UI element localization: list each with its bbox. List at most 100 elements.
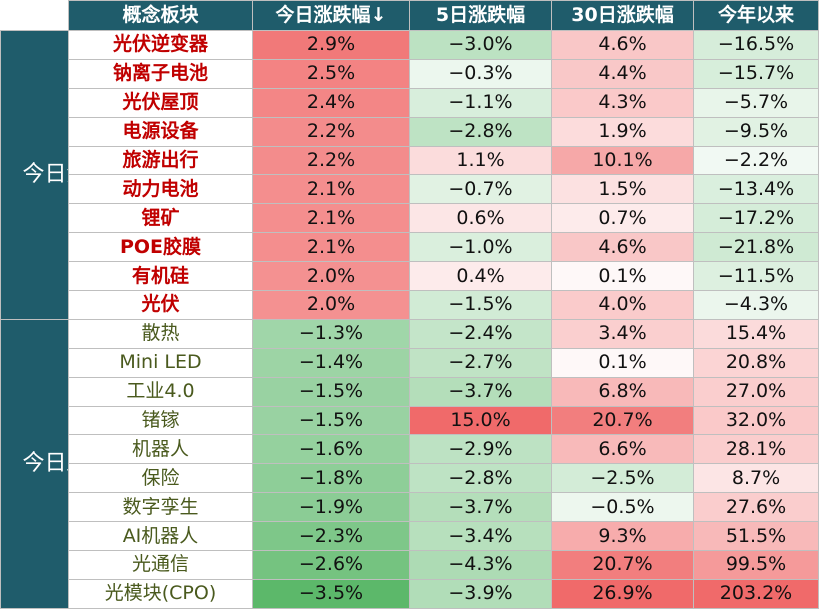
- heatmap-body: 今日涨幅前十光伏逆变器2.9%−3.0%4.6%−16.5%钠离子电池2.5%−…: [0, 30, 819, 609]
- table-row: 光伏屋顶 2.4% −1.1% 4.3% −5.7%: [1, 87, 819, 118]
- table-row: 光模块(CPO) −3.5% −3.9% 26.9% 203.2%: [1, 578, 819, 609]
- value-cell-today: 2.1%: [252, 174, 410, 205]
- value-cell-today: 2.2%: [252, 116, 410, 147]
- table-row: AI机器人 −2.3% −3.4% 9.3% 51.5%: [1, 521, 819, 552]
- value-cell-ytd: −17.2%: [693, 203, 819, 234]
- value-cell-30day: 3.4%: [551, 318, 694, 349]
- value-cell-5day: −0.3%: [409, 58, 552, 89]
- value-cell-ytd: −16.5%: [693, 30, 819, 60]
- sector-name: 电源设备: [68, 116, 253, 147]
- value-cell-ytd: −2.2%: [693, 145, 819, 176]
- table-row: 电源设备 2.2% −2.8% 1.9% −9.5%: [1, 116, 819, 147]
- sector-name: 光伏屋顶: [68, 87, 253, 118]
- value-cell-5day: −2.9%: [409, 434, 552, 465]
- value-cell-30day: 6.8%: [551, 376, 694, 407]
- table-row: 动力电池 2.1% −0.7% 1.5% −13.4%: [1, 174, 819, 205]
- sector-name: 数字孪生: [68, 492, 253, 523]
- value-cell-today: −1.5%: [252, 376, 410, 407]
- value-cell-ytd: 99.5%: [693, 550, 819, 580]
- value-cell-ytd: −4.3%: [693, 290, 819, 320]
- value-cell-30day: 9.3%: [551, 521, 694, 552]
- value-cell-today: −1.8%: [252, 463, 410, 494]
- value-cell-30day: 10.1%: [551, 145, 694, 176]
- sector-name: 锗镓: [68, 405, 253, 436]
- value-cell-ytd: −5.7%: [693, 87, 819, 118]
- table-row: 光通信 −2.6% −4.3% 20.7% 99.5%: [1, 550, 819, 580]
- value-cell-5day: 0.6%: [409, 203, 552, 234]
- value-cell-ytd: 27.0%: [693, 376, 819, 407]
- table-row: 今日涨幅前十光伏逆变器2.9%−3.0%4.6%−16.5%: [0, 30, 819, 320]
- value-cell-5day: 0.4%: [409, 261, 552, 292]
- table-row: 数字孪生 −1.9% −3.7% −0.5% 27.6%: [1, 492, 819, 523]
- value-cell-today: 2.5%: [252, 58, 410, 89]
- value-cell-30day: −0.5%: [551, 492, 694, 523]
- sector-name: 钠离子电池: [68, 58, 253, 89]
- value-cell-ytd: −11.5%: [693, 261, 819, 292]
- value-cell-30day: 4.6%: [551, 232, 694, 263]
- value-cell-today: 2.0%: [252, 290, 410, 320]
- table-row: 保险 −1.8% −2.8% −2.5% 8.7%: [1, 463, 819, 494]
- column-header-5day: 5日涨跌幅: [409, 0, 552, 31]
- value-cell-ytd: −9.5%: [693, 116, 819, 147]
- value-cell-30day: 1.5%: [551, 174, 694, 205]
- sector-name: 工业4.0: [68, 376, 253, 407]
- column-header-today: 今日涨跌幅↓: [252, 0, 410, 31]
- value-cell-today: 2.1%: [252, 203, 410, 234]
- value-cell-5day: −1.0%: [409, 232, 552, 263]
- value-cell-5day: −3.7%: [409, 376, 552, 407]
- group-label: 今日涨幅前十: [0, 30, 69, 320]
- sector-name: POE胶膜: [68, 232, 253, 263]
- sector-name: 光伏逆变器: [68, 30, 253, 60]
- column-header-ytd: 今年以来: [693, 0, 819, 31]
- corner-cell: [0, 0, 69, 31]
- value-cell-5day: −2.8%: [409, 116, 552, 147]
- value-cell-today: 2.4%: [252, 87, 410, 118]
- value-cell-5day: −3.0%: [409, 30, 552, 60]
- value-cell-ytd: 20.8%: [693, 347, 819, 378]
- value-cell-5day: −1.1%: [409, 87, 552, 118]
- table-row: 今日跌幅前十 散热−1.3%−2.4%3.4%15.4%: [0, 318, 819, 609]
- value-cell-today: −1.3%: [252, 318, 410, 349]
- value-cell-30day: 26.9%: [551, 578, 694, 609]
- sector-name: 旅游出行: [68, 145, 253, 176]
- value-cell-5day: 1.1%: [409, 145, 552, 176]
- value-cell-ytd: 32.0%: [693, 405, 819, 436]
- value-cell-5day: −4.3%: [409, 550, 552, 580]
- table-row: 机器人 −1.6% −2.9% 6.6% 28.1%: [1, 434, 819, 465]
- sector-name: 锂矿: [68, 203, 253, 234]
- value-cell-today: 2.1%: [252, 232, 410, 263]
- table-row: 锂矿 2.1% 0.6% 0.7% −17.2%: [1, 203, 819, 234]
- value-cell-30day: −2.5%: [551, 463, 694, 494]
- value-cell-5day: −3.4%: [409, 521, 552, 552]
- group-label-text: 今日跌幅前十: [22, 451, 68, 477]
- value-cell-30day: 20.7%: [551, 550, 694, 580]
- value-cell-5day: 15.0%: [409, 405, 552, 436]
- value-cell-5day: −2.4%: [409, 318, 552, 349]
- sector-name: 保险: [68, 463, 253, 494]
- value-cell-30day: 0.1%: [551, 347, 694, 378]
- table-row: 光伏 2.0% −1.5% 4.0% −4.3%: [1, 290, 819, 320]
- value-cell-30day: 0.1%: [551, 261, 694, 292]
- value-cell-30day: 0.7%: [551, 203, 694, 234]
- value-cell-today: −3.5%: [252, 578, 410, 609]
- value-cell-ytd: 203.2%: [693, 578, 819, 609]
- value-cell-30day: 1.9%: [551, 116, 694, 147]
- value-cell-ytd: −21.8%: [693, 232, 819, 263]
- value-cell-today: −1.9%: [252, 492, 410, 523]
- table-row: 旅游出行 2.2% 1.1% 10.1% −2.2%: [1, 145, 819, 176]
- value-cell-5day: −3.9%: [409, 578, 552, 609]
- sector-name: 动力电池: [68, 174, 253, 205]
- value-cell-ytd: 15.4%: [693, 318, 819, 349]
- value-cell-5day: −3.7%: [409, 492, 552, 523]
- value-cell-5day: −0.7%: [409, 174, 552, 205]
- value-cell-5day: −2.7%: [409, 347, 552, 378]
- sector-name: 光模块(CPO): [68, 578, 253, 609]
- value-cell-ytd: 8.7%: [693, 463, 819, 494]
- table-row: 工业4.0 −1.5% −3.7% 6.8% 27.0%: [1, 376, 819, 407]
- sector-name: 光通信: [68, 550, 253, 580]
- value-cell-30day: 6.6%: [551, 434, 694, 465]
- value-cell-ytd: 51.5%: [693, 521, 819, 552]
- column-header-sector: 概念板块: [68, 0, 253, 31]
